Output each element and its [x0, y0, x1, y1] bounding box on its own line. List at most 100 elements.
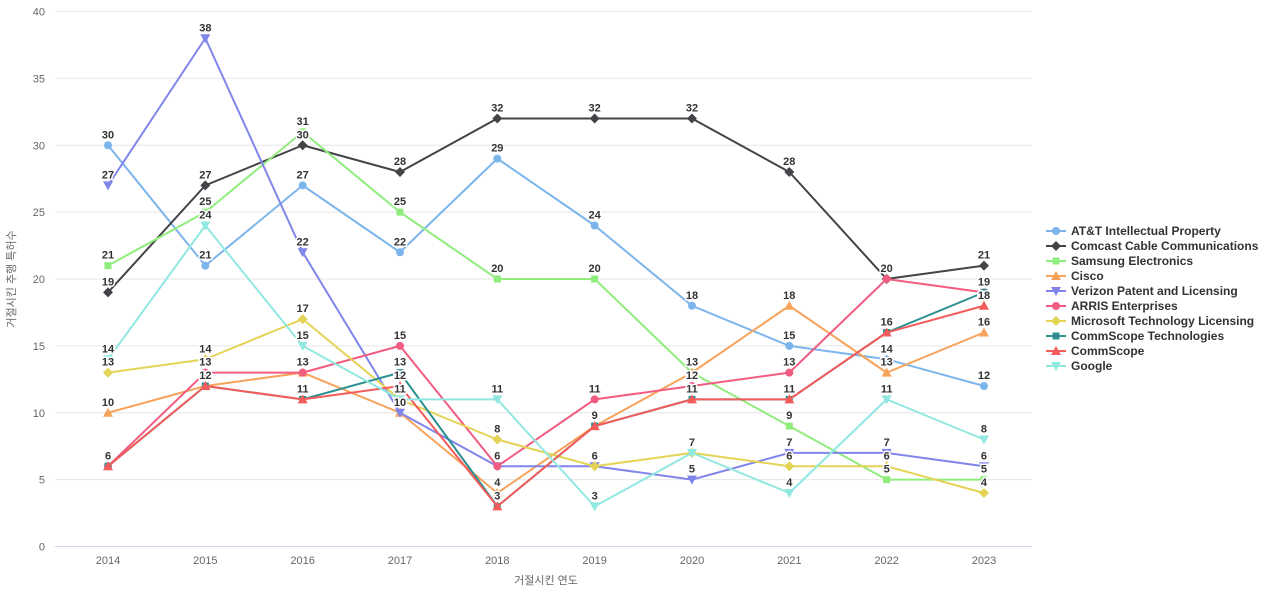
data-label: 24	[589, 210, 602, 222]
series-line	[107, 117, 985, 294]
series-comcast-cable-communications	[103, 113, 989, 298]
series-line	[107, 304, 985, 494]
data-point	[881, 395, 892, 405]
data-label: 11	[686, 383, 698, 395]
square-series-marker-icon	[1046, 332, 1066, 339]
data-label: 19	[102, 276, 114, 288]
triangle-down-series-marker-icon	[1046, 361, 1066, 371]
data-point	[201, 368, 210, 377]
legend-item-google[interactable]: Google	[1046, 358, 1258, 373]
data-label: 21	[199, 250, 211, 262]
data-label: 6	[786, 450, 792, 462]
data-point	[103, 367, 113, 378]
y-tick-label: 40	[33, 7, 45, 19]
data-label: 13	[297, 357, 309, 369]
data-label: 25	[199, 196, 211, 208]
data-point	[589, 461, 600, 472]
data-label: 19	[978, 276, 990, 288]
series-commscope-technologies	[104, 288, 988, 510]
legend-item-commscope[interactable]: CommScope	[1046, 343, 1258, 358]
data-label: 6	[494, 450, 500, 462]
series-line	[107, 291, 985, 508]
data-label: 8	[981, 424, 987, 436]
data-label: 11	[491, 383, 503, 395]
data-point	[493, 275, 501, 283]
legend-item-cisco[interactable]: Cisco	[1046, 268, 1258, 283]
x-tick-label: 2015	[193, 555, 217, 567]
y-axis-title: 거절시킨 추행 특허수	[5, 230, 18, 327]
data-point	[395, 248, 404, 257]
data-point	[200, 34, 211, 44]
legend-item-commscope-technologies[interactable]: CommScope Technologies	[1046, 328, 1258, 343]
data-label: 7	[786, 437, 792, 449]
data-point	[686, 367, 697, 377]
data-label: 28	[394, 156, 406, 168]
series-line	[107, 304, 985, 508]
series-line	[107, 130, 985, 481]
x-tick-label: 2016	[290, 555, 314, 567]
legend-label: AT&T Intellectual Property	[1071, 223, 1221, 238]
data-point	[686, 448, 697, 458]
x-tick-label: 2021	[777, 555, 801, 567]
data-label: 25	[394, 196, 406, 208]
data-point	[200, 180, 211, 191]
legend-item-verizon-patent-and-licensing[interactable]: Verizon Patent and Licensing	[1046, 283, 1258, 298]
data-label: 16	[978, 317, 990, 329]
legend-item-at-t-intellectual-property[interactable]: AT&T Intellectual Property	[1046, 223, 1258, 238]
data-point	[881, 448, 892, 458]
data-label: 11	[589, 383, 601, 395]
data-point	[881, 461, 892, 472]
data-label: 5	[689, 464, 695, 476]
series-microsoft-technology-licensing	[103, 314, 989, 498]
x-tick-label: 2019	[582, 555, 606, 567]
data-point	[297, 394, 308, 404]
legend-label: Comcast Cable Communications	[1071, 238, 1259, 253]
data-point	[394, 408, 405, 418]
data-point	[298, 368, 307, 377]
data-label: 9	[592, 410, 598, 422]
series-line	[107, 278, 985, 468]
legend-item-samsung-electronics[interactable]: Samsung Electronics	[1046, 253, 1258, 268]
data-label: 9	[786, 410, 792, 422]
data-label: 14	[102, 343, 115, 355]
data-label: 15	[394, 330, 406, 342]
data-label: 7	[689, 437, 695, 449]
legend-item-comcast-cable-communications[interactable]: Comcast Cable Communications	[1046, 238, 1258, 253]
data-label: 27	[102, 169, 114, 181]
series-layer	[103, 34, 989, 512]
series-line	[107, 37, 985, 481]
data-point	[686, 394, 697, 404]
data-point	[589, 502, 600, 512]
x-tick-label: 2017	[388, 555, 412, 567]
data-label: 13	[881, 357, 893, 369]
data-point	[686, 113, 697, 124]
legend-item-arris-enterprises[interactable]: ARRIS Enterprises	[1046, 298, 1258, 313]
data-point	[784, 489, 795, 498]
data-point	[492, 488, 503, 497]
data-point	[590, 395, 599, 404]
data-point	[978, 462, 989, 472]
legend-item-microsoft-technology-licensing[interactable]: Microsoft Technology Licensing	[1046, 313, 1258, 328]
data-point	[687, 382, 696, 390]
data-label: 4	[494, 477, 501, 489]
data-label: 15	[783, 330, 795, 342]
y-tick-label: 15	[33, 341, 45, 353]
data-label: 6	[981, 450, 987, 462]
y-tick-label: 25	[33, 207, 45, 219]
data-label: 4	[981, 477, 988, 489]
data-point	[785, 422, 793, 430]
data-point	[299, 128, 307, 136]
series-line	[107, 224, 985, 508]
y-tick-label: 10	[33, 408, 45, 420]
data-point	[394, 381, 405, 390]
data-point	[103, 181, 113, 191]
data-label: 11	[394, 383, 406, 395]
series-line	[107, 144, 985, 387]
data-point	[200, 354, 211, 365]
data-label: 13	[394, 357, 406, 369]
data-label: 21	[102, 250, 114, 262]
data-point	[784, 394, 795, 404]
data-label: 20	[491, 263, 503, 275]
data-point	[103, 287, 113, 298]
x-axis-title: 거절시킨 연도	[514, 574, 578, 587]
